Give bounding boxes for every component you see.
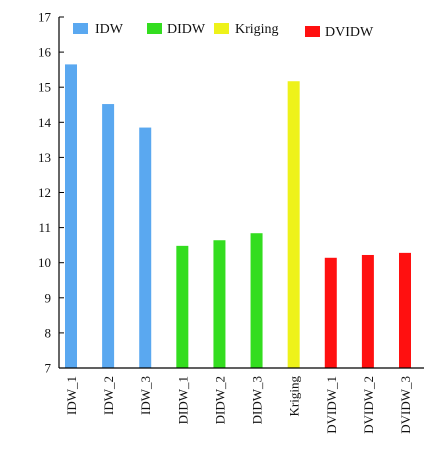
legend-swatch-didw xyxy=(147,23,162,34)
x-tick-label: DIDW_1 xyxy=(175,376,190,424)
bar-kriging xyxy=(287,81,300,368)
y-tick-label: 9 xyxy=(45,290,52,305)
y-tick-label: 7 xyxy=(45,361,52,376)
legend: IDW DIDW Kriging DVIDW xyxy=(73,22,374,40)
bar-didw-3 xyxy=(250,233,263,368)
y-tick-label: 13 xyxy=(38,150,51,165)
legend-label-idw: IDW xyxy=(95,22,124,37)
bar-idw-3 xyxy=(139,127,152,368)
bar-dvidw-3 xyxy=(399,252,411,368)
x-tick-label: DVIDW_1 xyxy=(324,376,339,434)
legend-swatch-kriging xyxy=(214,23,229,34)
x-tick-label: DIDW_3 xyxy=(250,376,265,424)
x-tick-label: DIDW_2 xyxy=(212,376,227,424)
x-tick-label: IDW_1 xyxy=(64,376,79,415)
x-tick-label: IDW_2 xyxy=(101,376,116,415)
y-tick-label: 10 xyxy=(38,255,51,270)
bar-idw-1 xyxy=(65,64,77,368)
legend-label-kriging: Kriging xyxy=(235,22,279,37)
legend-label-dvidw: DVIDW xyxy=(325,25,374,40)
x-tick-label: DVIDW_2 xyxy=(361,376,376,434)
x-axis: IDW_1 IDW_2 IDW_3 DIDW_1 DIDW_2 DIDW_3 Kriging… xyxy=(59,367,424,434)
y-tick-label: 16 xyxy=(38,45,52,60)
legend-swatch-dvidw xyxy=(305,26,320,37)
y-tick-label: 11 xyxy=(38,220,51,235)
y-tick-label: 14 xyxy=(38,115,52,130)
x-tick-label: Kriging xyxy=(287,376,302,417)
y-tick-label: 15 xyxy=(38,80,51,95)
y-tick-label: 17 xyxy=(38,10,52,25)
bar-dvidw-2 xyxy=(361,254,374,368)
bar-idw-2 xyxy=(102,104,115,368)
x-tick-label: IDW_3 xyxy=(138,376,153,415)
bar-dvidw-1 xyxy=(324,257,337,368)
y-tick-label: 8 xyxy=(45,325,52,340)
y-tick-label: 12 xyxy=(38,185,51,200)
bars xyxy=(65,64,411,368)
legend-swatch-idw xyxy=(73,23,88,34)
bar-didw-2 xyxy=(213,240,226,368)
x-tick-label: DVIDW_3 xyxy=(398,376,413,434)
y-axis: 7 8 9 10 11 12 13 14 15 16 17 xyxy=(38,10,64,376)
legend-label-didw: DIDW xyxy=(167,22,206,37)
bar-didw-1 xyxy=(176,245,189,368)
